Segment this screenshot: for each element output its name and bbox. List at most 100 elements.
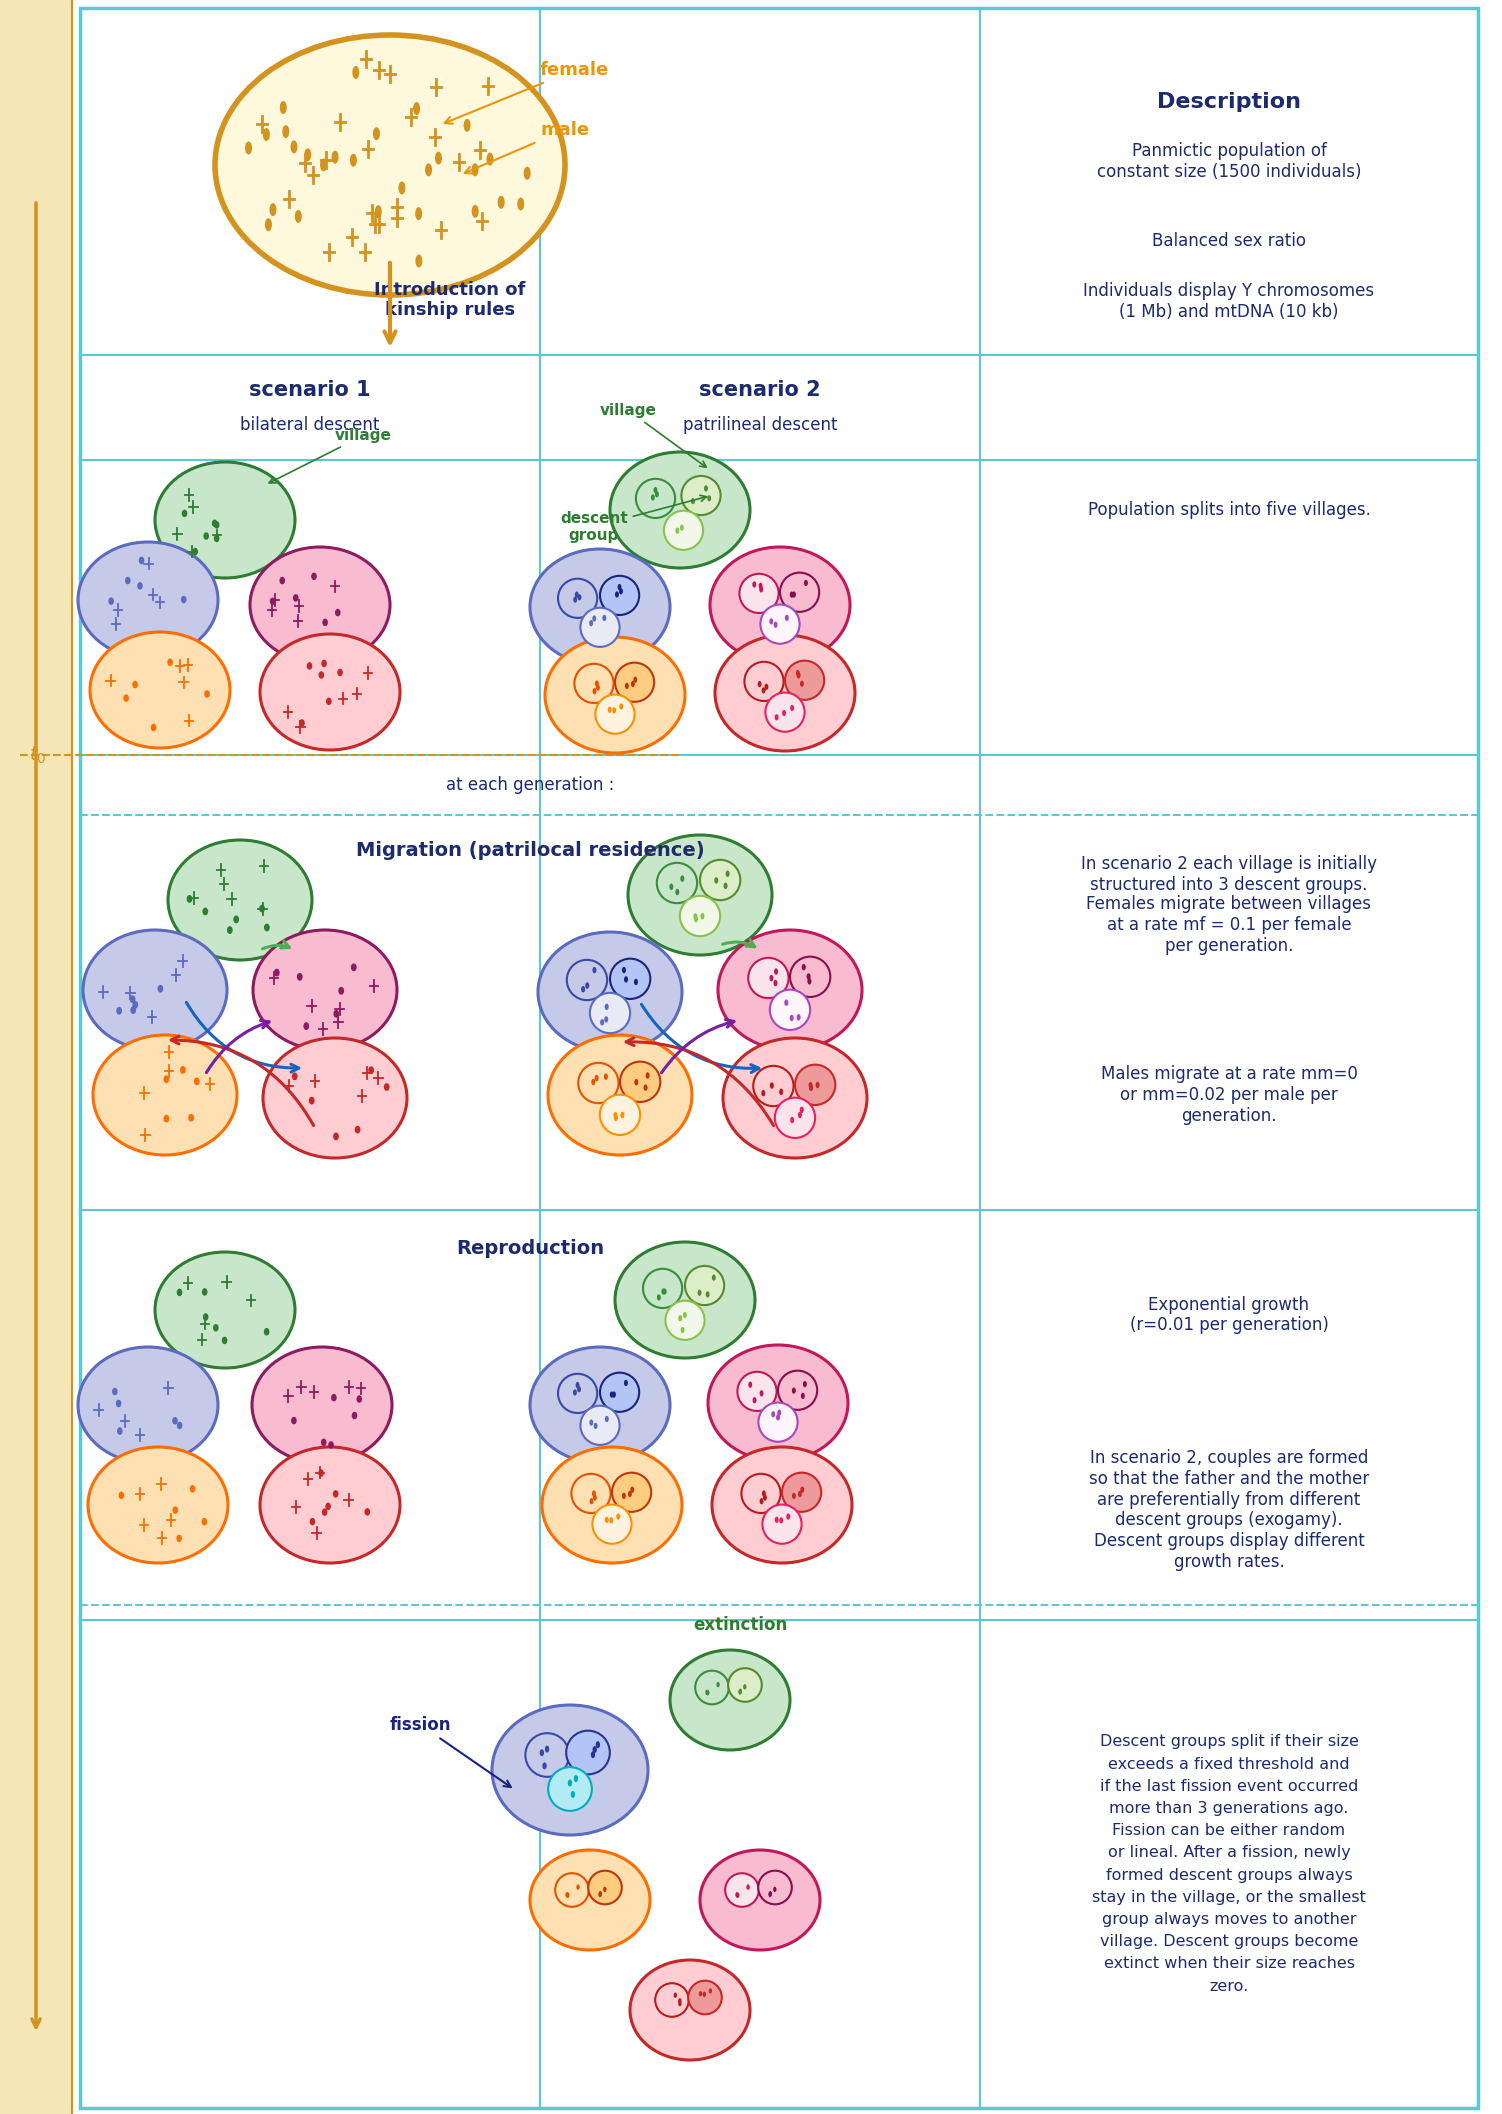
- Ellipse shape: [194, 1078, 200, 1084]
- Ellipse shape: [201, 1287, 207, 1296]
- Ellipse shape: [679, 2002, 682, 2006]
- Text: Males migrate at a rate mm=0
or mm=0.02 per male per
generation.: Males migrate at a rate mm=0 or mm=0.02 …: [1101, 1065, 1358, 1125]
- Text: In scenario 2 each village is initially
structured into 3 descent groups.: In scenario 2 each village is initially …: [1081, 856, 1377, 894]
- Ellipse shape: [321, 660, 327, 668]
- Text: descent
group: descent group: [560, 495, 706, 543]
- Ellipse shape: [656, 1294, 661, 1300]
- Ellipse shape: [617, 583, 622, 590]
- Ellipse shape: [604, 1074, 608, 1080]
- Ellipse shape: [182, 509, 188, 518]
- Ellipse shape: [748, 1383, 753, 1387]
- Ellipse shape: [249, 548, 391, 664]
- Ellipse shape: [784, 1000, 789, 1006]
- Ellipse shape: [90, 632, 230, 748]
- Ellipse shape: [338, 668, 342, 676]
- Ellipse shape: [201, 1518, 207, 1526]
- Ellipse shape: [605, 1416, 608, 1423]
- Ellipse shape: [164, 1114, 170, 1123]
- Ellipse shape: [628, 835, 772, 956]
- Ellipse shape: [413, 101, 421, 114]
- Ellipse shape: [613, 708, 616, 715]
- Ellipse shape: [780, 1089, 783, 1095]
- Ellipse shape: [385, 1082, 389, 1091]
- Ellipse shape: [538, 932, 682, 1053]
- Ellipse shape: [293, 594, 299, 602]
- Ellipse shape: [796, 1015, 801, 1021]
- Ellipse shape: [530, 550, 670, 666]
- Ellipse shape: [611, 1473, 652, 1512]
- Ellipse shape: [653, 486, 658, 493]
- Ellipse shape: [323, 619, 327, 626]
- Ellipse shape: [796, 672, 801, 679]
- Ellipse shape: [279, 101, 287, 114]
- Ellipse shape: [309, 1518, 315, 1526]
- Bar: [0, 0, 72, 2114]
- Ellipse shape: [270, 598, 275, 605]
- Ellipse shape: [599, 1892, 602, 1896]
- Ellipse shape: [706, 1292, 709, 1298]
- Ellipse shape: [335, 609, 341, 617]
- Ellipse shape: [571, 1473, 611, 1514]
- Ellipse shape: [783, 1473, 822, 1512]
- Text: patrilineal descent: patrilineal descent: [683, 416, 837, 435]
- Ellipse shape: [530, 1850, 650, 1949]
- Ellipse shape: [116, 1006, 122, 1015]
- Ellipse shape: [792, 1492, 796, 1499]
- Ellipse shape: [590, 994, 631, 1034]
- Ellipse shape: [700, 1850, 820, 1949]
- Ellipse shape: [796, 670, 799, 676]
- Ellipse shape: [808, 979, 811, 985]
- Ellipse shape: [517, 197, 524, 211]
- Ellipse shape: [297, 972, 302, 981]
- Text: extinction: extinction: [692, 1615, 787, 1634]
- Ellipse shape: [762, 687, 766, 693]
- Ellipse shape: [590, 1499, 593, 1505]
- Ellipse shape: [763, 1495, 768, 1501]
- Ellipse shape: [777, 1414, 780, 1421]
- Ellipse shape: [685, 1266, 724, 1304]
- Ellipse shape: [709, 1989, 712, 1994]
- Ellipse shape: [595, 1074, 599, 1082]
- Ellipse shape: [774, 1886, 777, 1892]
- Ellipse shape: [753, 1065, 793, 1106]
- Ellipse shape: [771, 1082, 774, 1089]
- Ellipse shape: [497, 197, 505, 209]
- Ellipse shape: [188, 1114, 194, 1123]
- Ellipse shape: [309, 1097, 314, 1104]
- Ellipse shape: [306, 662, 312, 670]
- Ellipse shape: [605, 1516, 608, 1522]
- Ellipse shape: [472, 205, 479, 218]
- Ellipse shape: [682, 476, 721, 516]
- Ellipse shape: [311, 573, 317, 579]
- Ellipse shape: [575, 1383, 580, 1389]
- Ellipse shape: [646, 1072, 650, 1078]
- Ellipse shape: [566, 1731, 610, 1774]
- Ellipse shape: [759, 583, 763, 590]
- Ellipse shape: [760, 1499, 763, 1505]
- Ellipse shape: [263, 129, 270, 142]
- Ellipse shape: [273, 968, 279, 977]
- Ellipse shape: [291, 1416, 297, 1425]
- Ellipse shape: [769, 975, 774, 981]
- Ellipse shape: [164, 1076, 170, 1082]
- Ellipse shape: [759, 1402, 798, 1442]
- Ellipse shape: [680, 1328, 685, 1334]
- Ellipse shape: [593, 1423, 598, 1429]
- Ellipse shape: [203, 907, 209, 915]
- Ellipse shape: [622, 966, 626, 972]
- Ellipse shape: [656, 863, 697, 903]
- Ellipse shape: [759, 1871, 792, 1905]
- Ellipse shape: [119, 1492, 125, 1499]
- Ellipse shape: [746, 1884, 749, 1890]
- Ellipse shape: [683, 1313, 686, 1319]
- Ellipse shape: [260, 634, 400, 750]
- Ellipse shape: [602, 615, 607, 622]
- Ellipse shape: [305, 148, 311, 161]
- Ellipse shape: [598, 1892, 602, 1896]
- Ellipse shape: [575, 592, 578, 598]
- Ellipse shape: [189, 1484, 195, 1492]
- Ellipse shape: [762, 1490, 766, 1497]
- Ellipse shape: [167, 657, 173, 666]
- Ellipse shape: [620, 1061, 661, 1101]
- Ellipse shape: [158, 985, 164, 994]
